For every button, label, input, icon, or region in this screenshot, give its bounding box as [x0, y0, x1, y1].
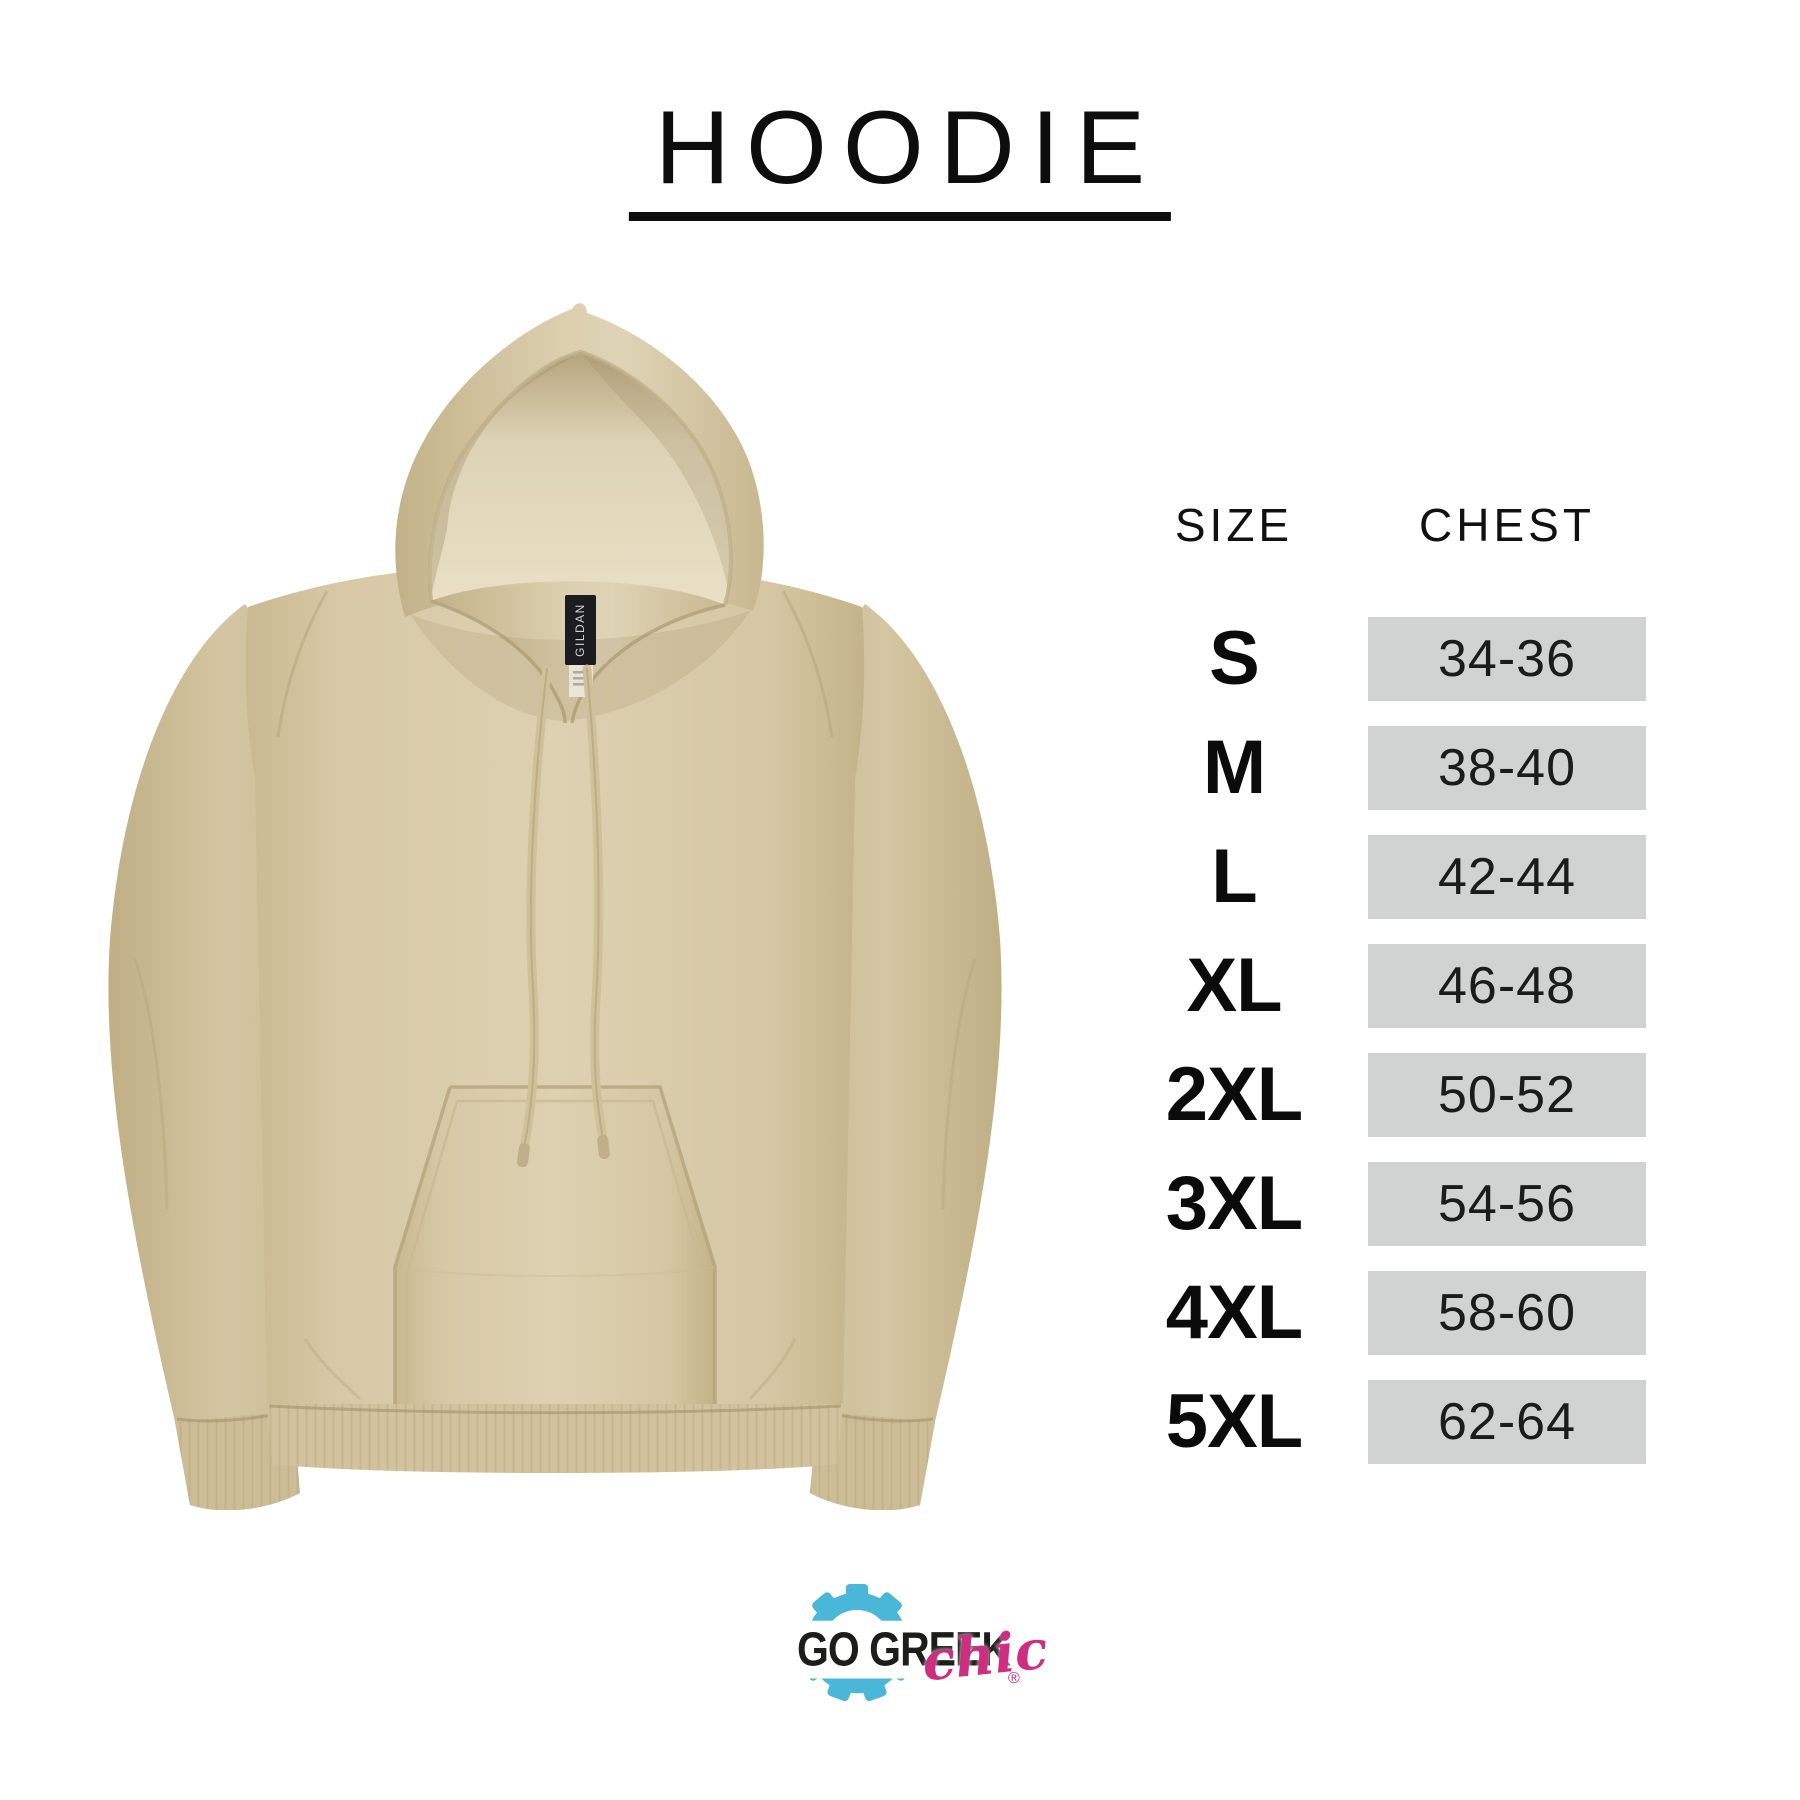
- table-row: 2XL 50-52: [1100, 1053, 1660, 1137]
- chest-range: 38-40: [1368, 726, 1646, 810]
- chest-column-header: CHEST: [1419, 499, 1595, 551]
- chest-range: 34-36: [1368, 617, 1646, 701]
- brand-logo: GO GREEK chic ®: [770, 1576, 1070, 1736]
- hoodie-kangaroo-pocket: [393, 1085, 717, 1407]
- hoodie-right-sleeve: [810, 604, 1002, 1510]
- table-row: L 42-44: [1100, 835, 1660, 919]
- logo-text-chic: chic: [918, 1616, 1051, 1694]
- table-row: XL 46-48: [1100, 944, 1660, 1028]
- size-label: M: [1202, 725, 1266, 810]
- hoodie-left-sleeve: [108, 604, 300, 1510]
- size-label: 4XL: [1165, 1270, 1303, 1355]
- registered-trademark-icon: ®: [1008, 1670, 1020, 1687]
- chest-range: 62-64: [1368, 1380, 1646, 1464]
- chest-range: 54-56: [1368, 1162, 1646, 1246]
- hoodie-body: [245, 564, 865, 1407]
- hoodie-drawstrings: [517, 664, 610, 1168]
- size-label: L: [1211, 834, 1257, 919]
- table-row: 5XL 62-64: [1100, 1380, 1660, 1464]
- size-label: 5XL: [1165, 1379, 1303, 1464]
- chest-range: 42-44: [1368, 835, 1646, 919]
- table-row: M 38-40: [1100, 726, 1660, 810]
- chest-range: 58-60: [1368, 1271, 1646, 1355]
- size-table-header: SIZE CHEST: [1100, 497, 1660, 553]
- size-table: SIZE CHEST S 34-36 M 38-40 L 42-44 XL 46…: [1100, 497, 1660, 1489]
- logo-text-go-greek: GO GREEK: [792, 1620, 1015, 1679]
- chest-range: 50-52: [1368, 1053, 1646, 1137]
- size-column-header: SIZE: [1174, 499, 1294, 551]
- size-label: 2XL: [1165, 1052, 1303, 1137]
- size-label: 3XL: [1165, 1161, 1303, 1246]
- hoodie-hem-band: [267, 1404, 843, 1473]
- table-row: 4XL 58-60: [1100, 1271, 1660, 1355]
- chest-range: 46-48: [1368, 944, 1646, 1028]
- table-row: 3XL 54-56: [1100, 1162, 1660, 1246]
- size-label: XL: [1186, 943, 1282, 1028]
- hoodie-product-image: GILDAN: [95, 258, 1015, 1510]
- hoodie-illustration: GILDAN: [108, 303, 1002, 1510]
- hoodie-hood: [395, 303, 764, 724]
- page-title: HOODIE: [628, 92, 1172, 221]
- table-row: S 34-36: [1100, 617, 1660, 701]
- brand-label-text: GILDAN: [573, 603, 587, 657]
- size-label: S: [1209, 616, 1260, 701]
